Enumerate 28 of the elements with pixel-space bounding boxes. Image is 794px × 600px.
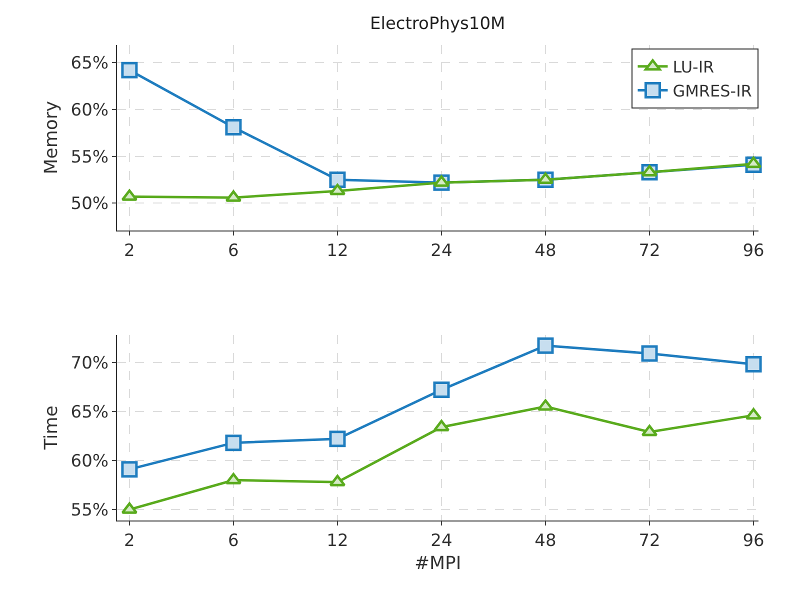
legend-label: LU-IR <box>672 58 714 77</box>
x-tick-label: 72 <box>638 240 660 261</box>
y-tick-label: 60% <box>70 100 109 120</box>
y-axis-title: Memory <box>40 100 62 174</box>
y-tick-label: 55% <box>70 147 109 168</box>
x-tick-label: 2 <box>124 530 135 551</box>
y-tick-label: 60% <box>70 451 109 472</box>
y-tick-label: 70% <box>70 353 109 374</box>
x-tick-label: 96 <box>742 240 764 261</box>
x-tick-label: 72 <box>638 530 660 551</box>
x-tick-label: 48 <box>534 240 556 261</box>
y-tick-label: 50% <box>70 194 109 214</box>
x-tick-label: 24 <box>430 530 452 551</box>
x-tick-label: 48 <box>534 530 556 551</box>
x-tick-label: 12 <box>326 240 348 261</box>
x-tick-label: 6 <box>228 530 239 551</box>
y-tick-label: 65% <box>70 402 109 422</box>
legend-label: GMRES-IR <box>672 81 752 100</box>
y-tick-label: 65% <box>70 54 109 74</box>
y-tick-label: 55% <box>70 500 109 521</box>
x-tick-label: 96 <box>742 530 764 551</box>
x-tick-label: 12 <box>326 530 348 551</box>
chart-title: ElectroPhys10M <box>370 14 506 34</box>
x-tick-label: 6 <box>228 240 239 261</box>
y-axis-title: Time <box>40 406 62 451</box>
x-tick-label: 2 <box>124 240 135 261</box>
x-tick-label: 24 <box>430 240 452 261</box>
x-axis-title: #MPI <box>414 552 462 574</box>
